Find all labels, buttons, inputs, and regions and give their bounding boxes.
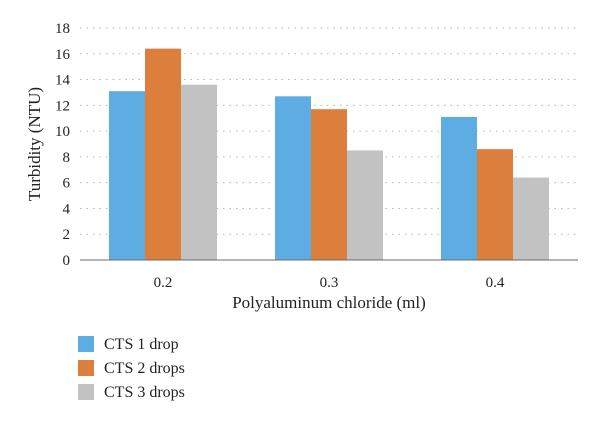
y-axis-title: Turbidity (NTU) [25,87,44,201]
y-tick-label: 14 [55,73,71,89]
bar [347,150,383,260]
bar [181,84,217,260]
bars [109,48,549,261]
y-tick-label: 2 [63,227,71,243]
legend-label: CTS 2 drops [104,360,185,377]
legend-swatch [78,360,94,376]
bar [477,149,513,260]
y-tick-label: 6 [63,176,71,192]
x-axis-title: Polyaluminum chloride (ml) [232,293,426,312]
x-tick-labels: 0.2 0.3 0.4 [154,275,505,291]
y-tick-label: 16 [55,47,71,63]
legend-swatch [78,384,94,400]
x-tick-label: 0.4 [486,275,505,291]
y-tick-labels: 0 2 4 6 8 10 12 14 16 18 [55,21,71,269]
legend-label: CTS 1 drop [104,336,179,353]
bar [311,109,347,260]
y-tick-label: 8 [63,150,71,166]
legend-item: CTS 2 drops [78,360,185,377]
y-tick-label: 18 [55,21,70,37]
y-tick-label: 4 [63,201,71,217]
x-tick-label: 0.3 [320,275,339,291]
y-tick-label: 0 [63,253,71,269]
bar [513,177,549,260]
legend: CTS 1 drop CTS 2 drops CTS 3 drops [78,336,185,401]
x-tick-label: 0.2 [154,275,173,291]
y-tick-label: 12 [55,98,70,114]
legend-label: CTS 3 drops [104,384,185,401]
bar [109,91,145,261]
y-tick-label: 10 [55,124,70,140]
legend-item: CTS 1 drop [78,336,179,353]
bar [275,96,311,260]
bar [441,116,477,260]
legend-item: CTS 3 drops [78,384,185,401]
bar [145,48,181,260]
legend-swatch [78,336,94,352]
